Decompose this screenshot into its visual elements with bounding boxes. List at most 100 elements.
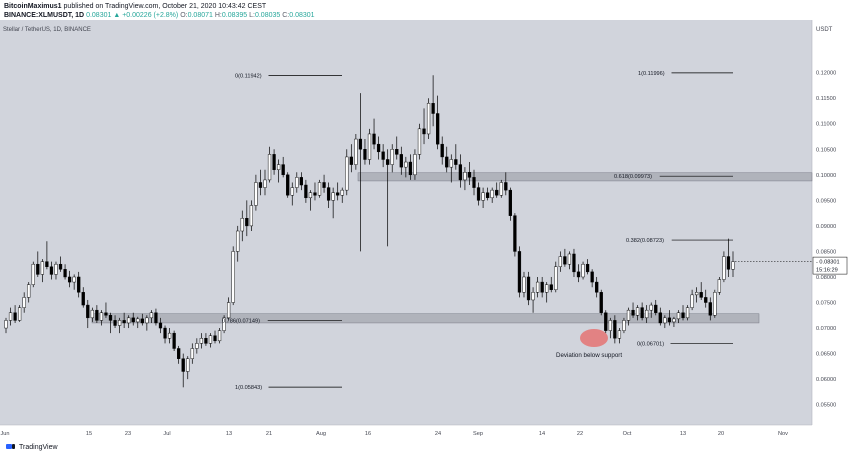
candle — [222, 317, 226, 331]
price-tick-label: 0.12000 — [816, 71, 836, 77]
candle — [140, 318, 144, 324]
candle — [295, 177, 299, 188]
candle — [654, 304, 658, 313]
publish-info: published on TradingView.com, October 21… — [63, 3, 267, 10]
candle — [504, 182, 508, 191]
plot-background — [0, 20, 812, 425]
candle — [658, 312, 662, 324]
candle — [8, 312, 13, 321]
price-chart[interactable]: Stellar / TetherUS, 1D, BINANCE USDT 0(0… — [0, 20, 850, 455]
candle — [167, 332, 172, 339]
candle — [317, 182, 322, 196]
time-scale-background — [0, 425, 850, 455]
low-label: L: — [249, 12, 255, 19]
open-label: O: — [180, 12, 188, 19]
time-tick-label: 22 — [577, 431, 583, 437]
candle — [245, 218, 249, 227]
candle — [145, 317, 149, 324]
candle — [563, 256, 567, 265]
candle — [535, 281, 540, 293]
brand-name: TradingView — [19, 443, 58, 451]
candle — [131, 317, 135, 323]
fib-label: 0.382(0.08723) — [626, 238, 664, 244]
candle — [467, 172, 472, 178]
author-name[interactable]: BitcoinMaximus1 — [4, 3, 62, 10]
candle — [581, 263, 585, 278]
time-tick-label: 13 — [680, 431, 686, 437]
candle — [181, 358, 185, 372]
time-tick-label: Oct — [623, 431, 632, 437]
candle — [599, 292, 603, 313]
fib-label: 0(0.11942) — [235, 74, 262, 80]
candle — [49, 266, 54, 275]
candle — [363, 149, 367, 160]
candle — [717, 279, 722, 293]
candle — [436, 113, 440, 145]
candle — [290, 187, 294, 196]
price-tick-label: 0.10000 — [816, 173, 836, 179]
candle — [86, 304, 90, 319]
close-value: 0.08301 — [289, 12, 315, 19]
countdown-label: 15:16:29 — [816, 268, 838, 274]
price-tick-label: 0.09000 — [816, 224, 836, 230]
time-tick-label: 21 — [266, 431, 272, 437]
candle — [617, 330, 622, 339]
price-axis[interactable]: 0.12000 0.11500 0.11000 0.10500 0.10000 0.095… — [735, 71, 848, 409]
candle — [704, 297, 708, 303]
candle — [545, 284, 549, 293]
candle — [458, 164, 463, 181]
high-label: H: — [214, 12, 222, 19]
candle — [490, 189, 494, 199]
candle — [336, 192, 340, 196]
candle — [413, 154, 417, 176]
candle — [631, 309, 635, 316]
candle — [299, 177, 303, 186]
price-scale-background — [812, 20, 850, 425]
candle — [345, 156, 349, 191]
tradingview-logo-icon — [6, 443, 16, 451]
candle — [526, 276, 531, 301]
candle — [417, 128, 422, 155]
time-axis[interactable]: Jun 15 23 Jul 13 21 Aug 16 24 Sep 14 22 Oct 13 20 Nov — [0, 431, 788, 437]
candle — [90, 309, 94, 319]
candle — [395, 149, 399, 155]
candle — [190, 348, 194, 359]
symbol-line: BINANCE:XLMUSDT, 1D 0.08301 ▲ +0.00226 (… — [4, 11, 844, 20]
candle — [367, 133, 372, 160]
candle — [272, 154, 276, 170]
candle — [149, 312, 154, 319]
candle — [108, 315, 113, 321]
candle — [217, 330, 222, 342]
candle — [376, 143, 381, 153]
low-value: 0.08035 — [254, 12, 281, 19]
candle — [613, 320, 617, 339]
candle — [249, 205, 253, 227]
candle — [186, 358, 190, 372]
symbol-name[interactable]: BINANCE:XLMUSDT, 1D — [4, 12, 85, 19]
markers-layer: Deviation below support — [556, 329, 622, 359]
candle — [572, 253, 576, 273]
candle — [685, 307, 690, 319]
candle — [158, 322, 163, 329]
candle — [227, 302, 231, 319]
candle — [172, 332, 176, 349]
chart-area[interactable]: Stellar / TetherUS, 1D, BINANCE USDT 0(0… — [0, 20, 850, 455]
candle — [308, 192, 313, 199]
candle — [358, 138, 363, 150]
candle — [713, 292, 717, 316]
price-tick-label: 0.11500 — [816, 96, 836, 102]
time-tick-label: 16 — [365, 431, 371, 437]
candle — [722, 256, 726, 280]
price-tick-label: 0.10500 — [816, 147, 836, 153]
candle — [549, 284, 553, 290]
candle — [122, 320, 126, 324]
candle — [349, 156, 353, 165]
candle — [399, 154, 403, 168]
candle — [554, 266, 558, 290]
fib-label: 0.618(0.09973) — [614, 174, 652, 180]
time-tick-label: Jun — [0, 431, 9, 437]
candle — [199, 338, 204, 344]
candle — [517, 251, 522, 293]
candle — [113, 320, 117, 326]
candle — [645, 309, 649, 319]
